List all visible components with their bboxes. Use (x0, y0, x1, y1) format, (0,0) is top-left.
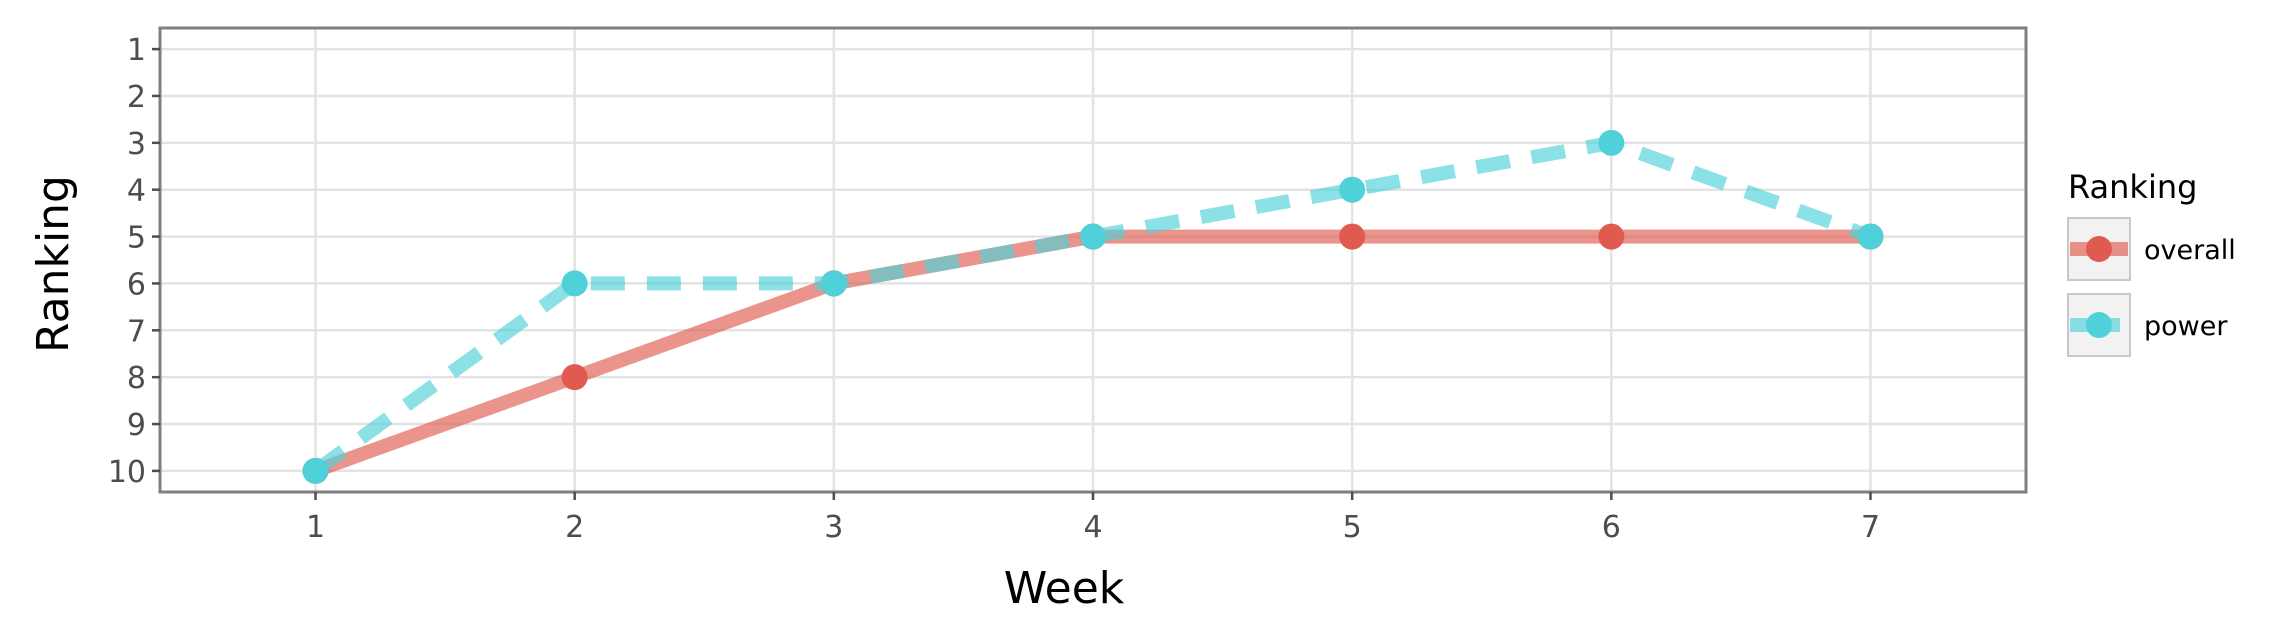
x-tick-label: 4 (1083, 510, 1102, 545)
y-tick-label: 6 (127, 267, 146, 302)
y-tick-label: 3 (127, 127, 146, 162)
legend-entries: overall power (2067, 217, 2236, 357)
series-layer (302, 129, 1884, 484)
legend-key-point-power (2086, 312, 2112, 338)
y-tick-label: 7 (127, 314, 146, 349)
y-tick-label: 9 (127, 408, 146, 443)
x-tick-label: 6 (1602, 510, 1621, 545)
x-tick-label: 7 (1861, 510, 1880, 545)
x-axis: 1 2 3 4 5 6 7 (306, 492, 1880, 545)
y-tick-label: 8 (127, 361, 146, 396)
data-point-power (1339, 176, 1366, 203)
y-tick-label: 4 (127, 174, 146, 209)
data-point-power (1080, 223, 1106, 250)
grid (160, 28, 2026, 492)
data-point-overall (561, 364, 588, 391)
y-axis-title: Ranking (28, 175, 79, 353)
x-tick-label: 2 (565, 510, 584, 545)
y-tick-label: 5 (127, 221, 146, 256)
data-point-power (302, 457, 329, 484)
x-tick-label: 1 (306, 510, 325, 545)
data-point-power (1598, 129, 1625, 156)
data-point-overall (1339, 223, 1366, 250)
x-axis-title: Week (1004, 563, 1125, 614)
y-tick-label: 2 (127, 80, 146, 115)
legend-label-power: power (2144, 311, 2228, 342)
x-tick-label: 3 (824, 510, 843, 545)
data-point-power (561, 270, 588, 297)
legend-key-point-overall (2086, 236, 2112, 262)
x-tick-label: 5 (1343, 510, 1362, 545)
data-point-power (1857, 223, 1884, 250)
legend: Ranking overall power (2067, 168, 2236, 357)
y-tick-label: 1 (127, 33, 146, 68)
data-point-overall (1598, 223, 1625, 250)
y-tick-label: 10 (108, 455, 146, 490)
y-axis: 1 2 3 4 5 6 7 8 9 10 (108, 33, 160, 490)
legend-label-overall: overall (2144, 235, 2236, 266)
legend-title: Ranking (2068, 168, 2197, 206)
data-point-power (820, 270, 847, 297)
